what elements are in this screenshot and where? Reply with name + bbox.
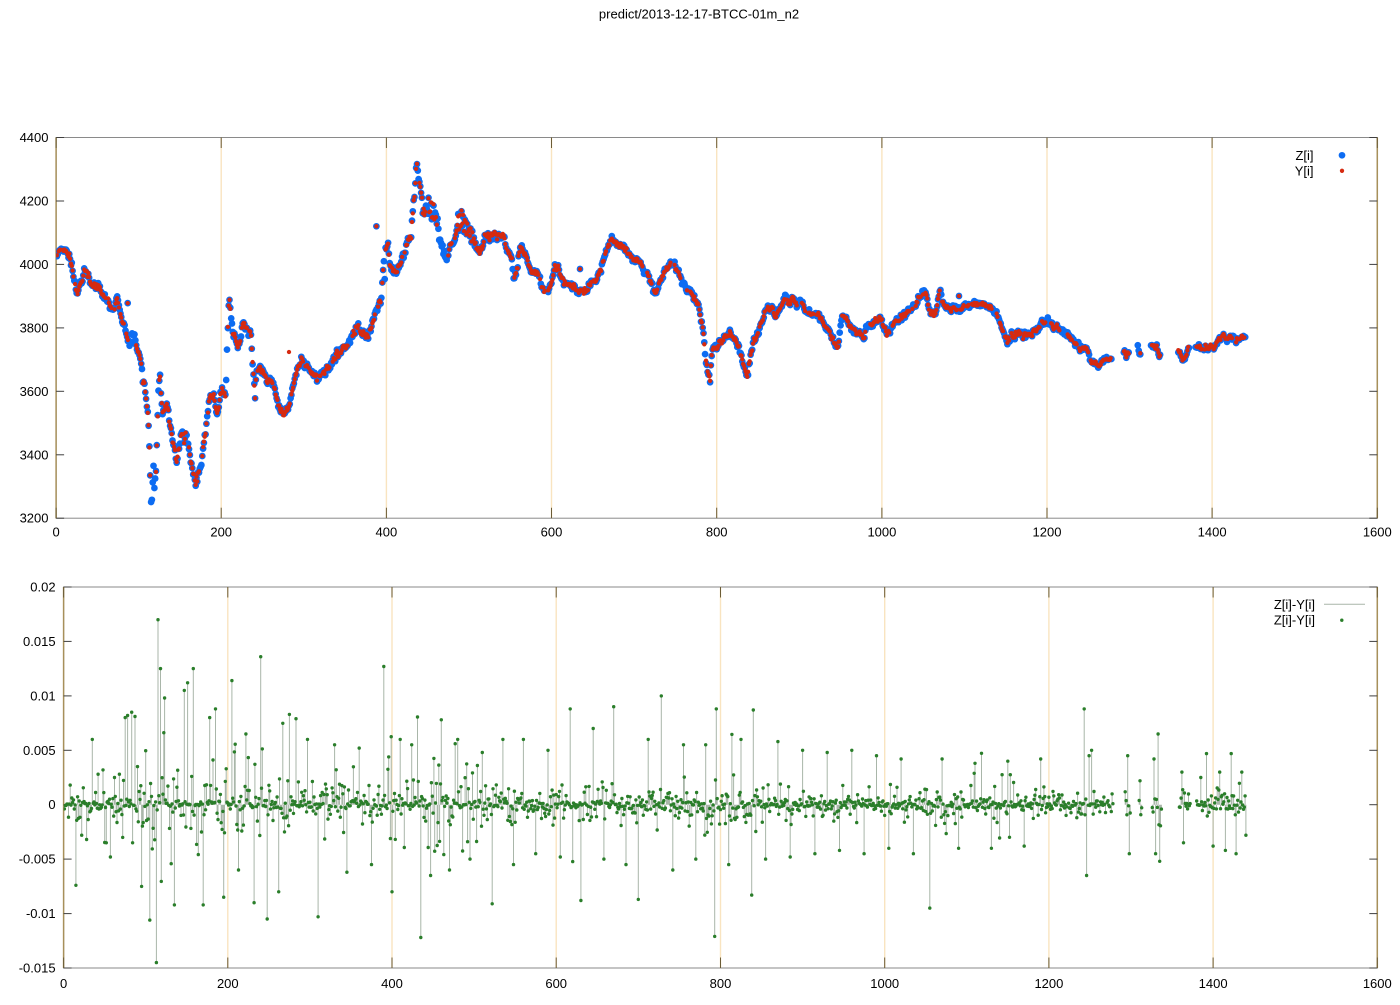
svg-text:1400: 1400 <box>1199 976 1228 991</box>
svg-text:-0.01: -0.01 <box>26 906 56 921</box>
svg-text:1600: 1600 <box>1363 525 1392 540</box>
svg-text:3600: 3600 <box>20 384 49 399</box>
svg-text:1200: 1200 <box>1034 976 1063 991</box>
svg-text:-0.005: -0.005 <box>19 852 56 867</box>
svg-text:1200: 1200 <box>1033 525 1062 540</box>
svg-text:400: 400 <box>376 525 398 540</box>
svg-text:Y[i]: Y[i] <box>1295 164 1314 179</box>
svg-text:Z[i]-Y[i]: Z[i]-Y[i] <box>1274 613 1315 628</box>
svg-text:4400: 4400 <box>20 130 49 145</box>
svg-text:400: 400 <box>381 976 403 991</box>
svg-text:Z[i]-Y[i]: Z[i]-Y[i] <box>1274 597 1315 612</box>
svg-text:predict/2013-12-17-BTCC-01m_n2: predict/2013-12-17-BTCC-01m_n2 <box>599 7 799 22</box>
svg-text:800: 800 <box>706 525 728 540</box>
svg-text:1000: 1000 <box>867 525 896 540</box>
svg-text:4200: 4200 <box>20 194 49 209</box>
svg-text:-0.015: -0.015 <box>19 961 56 976</box>
svg-text:0: 0 <box>48 797 55 812</box>
svg-text:3800: 3800 <box>20 320 49 335</box>
svg-text:1000: 1000 <box>870 976 899 991</box>
svg-text:800: 800 <box>710 976 732 991</box>
svg-text:200: 200 <box>210 525 232 540</box>
svg-text:600: 600 <box>541 525 563 540</box>
svg-text:3400: 3400 <box>20 447 49 462</box>
svg-text:0: 0 <box>60 976 67 991</box>
svg-text:0.01: 0.01 <box>30 688 55 703</box>
svg-text:Z[i]: Z[i] <box>1295 148 1313 163</box>
svg-text:1600: 1600 <box>1363 976 1392 991</box>
svg-text:200: 200 <box>217 976 239 991</box>
svg-text:3200: 3200 <box>20 511 49 526</box>
svg-text:0: 0 <box>52 525 59 540</box>
svg-text:0.015: 0.015 <box>23 634 56 649</box>
svg-text:600: 600 <box>545 976 567 991</box>
svg-text:0.02: 0.02 <box>30 580 55 595</box>
svg-text:1400: 1400 <box>1198 525 1227 540</box>
svg-text:0.005: 0.005 <box>23 743 56 758</box>
svg-text:4000: 4000 <box>20 257 49 272</box>
